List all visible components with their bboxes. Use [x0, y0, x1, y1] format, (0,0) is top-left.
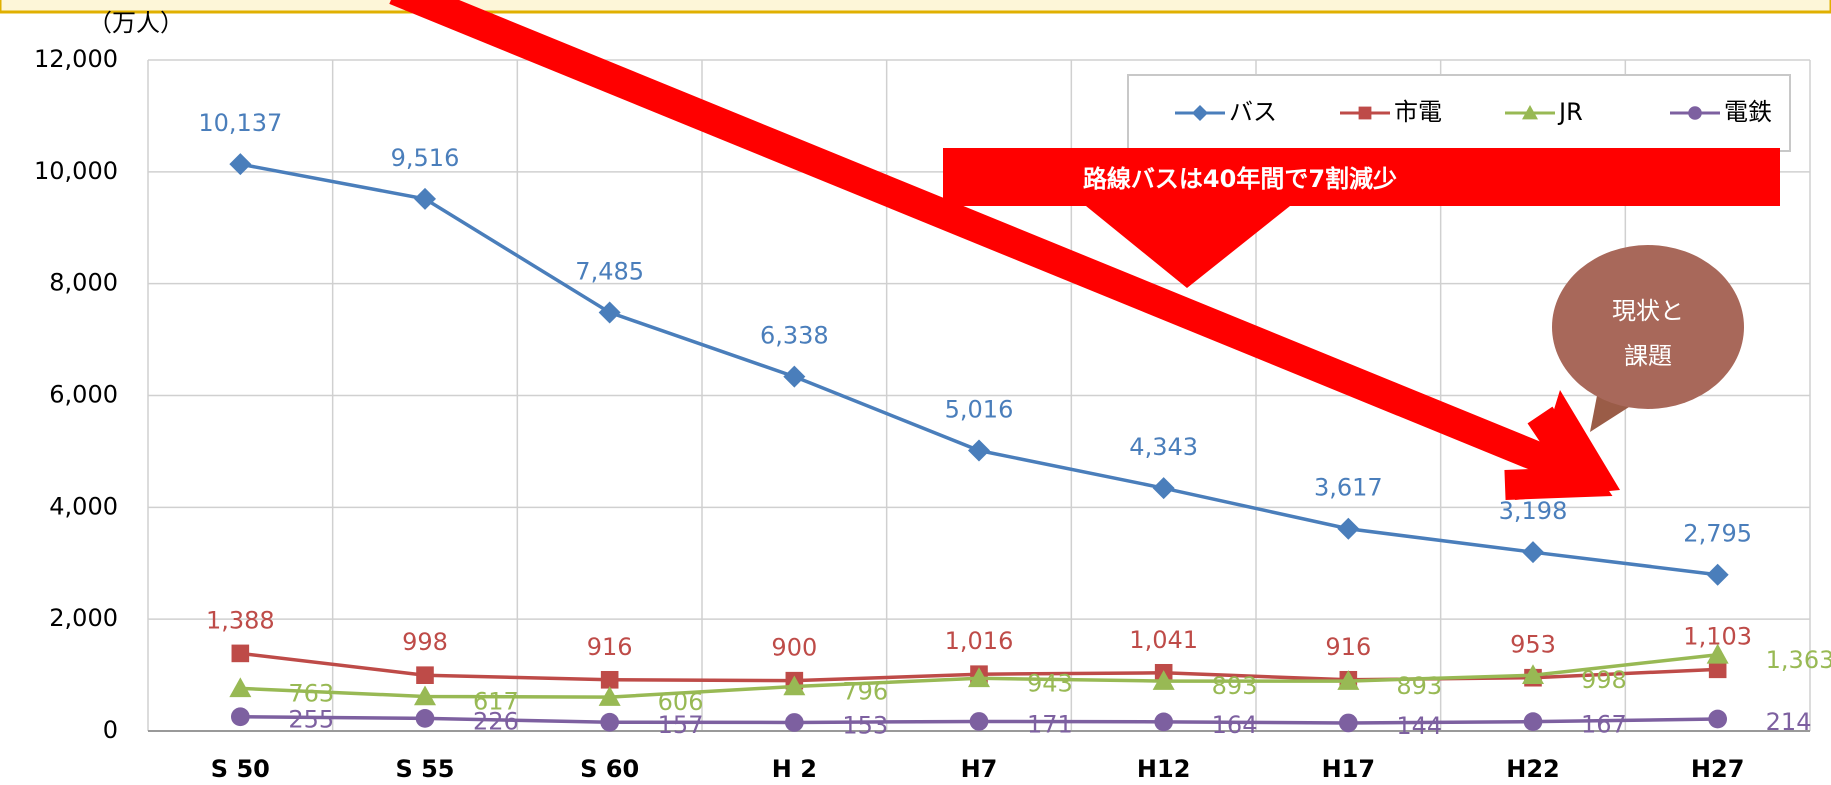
data-point: [1153, 477, 1175, 499]
x-tick-label: H27: [1691, 755, 1744, 783]
data-label: 4,343: [1129, 433, 1198, 461]
data-label: 916: [1325, 633, 1371, 661]
data-point: [232, 645, 250, 663]
data-point: [416, 709, 435, 728]
data-label: 255: [288, 706, 334, 734]
y-tick-label: 2,000: [49, 604, 118, 632]
data-label: 6,338: [760, 322, 829, 350]
data-label: 3,198: [1499, 497, 1568, 525]
data-label: 1,016: [945, 627, 1014, 655]
data-point: [416, 666, 434, 684]
data-label: 763: [288, 679, 334, 707]
x-tick-label: H 2: [772, 755, 817, 783]
data-point: [1154, 712, 1173, 731]
y-tick-label: 4,000: [49, 492, 118, 520]
y-tick-label: 12,000: [34, 45, 118, 73]
top-panel: [0, 0, 1831, 12]
data-label: 153: [842, 711, 888, 739]
data-label: 998: [402, 628, 448, 656]
x-tick-label: S 60: [580, 755, 639, 783]
banner-text: 路線バスは40年間で7割減少: [1083, 165, 1397, 193]
data-label: 7,485: [575, 257, 644, 285]
data-label: 157: [658, 711, 704, 739]
data-label: 998: [1581, 666, 1627, 694]
data-point: [231, 707, 250, 726]
bubble: [1552, 245, 1744, 409]
data-point: [1339, 714, 1358, 733]
chart: （万人） 0 2,000 4,000 6,000 8,000 10,000 12,000 S …: [0, 0, 1831, 785]
bubble-text: 課題: [1624, 342, 1672, 370]
y-axis-unit: （万人）: [88, 9, 184, 37]
legend-label: 市電: [1394, 98, 1442, 126]
legend-label: JR: [1557, 98, 1583, 126]
x-tick-label: S 50: [211, 755, 270, 783]
data-label: 10,137: [198, 109, 282, 137]
data-label: 3,617: [1314, 474, 1383, 502]
data-point: [968, 440, 990, 462]
legend-label: 電鉄: [1724, 98, 1772, 126]
data-label: 943: [1027, 669, 1073, 697]
data-label: 9,516: [391, 144, 460, 172]
data-label: 214: [1766, 708, 1812, 736]
x-tick-label: H7: [961, 755, 998, 783]
bubble-text: 現状と: [1612, 297, 1684, 325]
data-label: 1,363: [1766, 646, 1831, 674]
x-tick-label: H12: [1137, 755, 1190, 783]
data-label: 171: [1027, 710, 1073, 738]
y-tick-label: 10,000: [34, 157, 118, 185]
data-point: [1707, 564, 1729, 586]
data-label: 144: [1396, 712, 1442, 740]
data-label: 167: [1581, 711, 1627, 739]
data-label: 5,016: [945, 396, 1014, 424]
legend-label: バス: [1229, 98, 1277, 126]
data-label: 1,041: [1129, 626, 1198, 654]
y-tick-label: 0: [103, 716, 118, 744]
data-label: 893: [1396, 672, 1442, 700]
y-tick-label: 8,000: [49, 269, 118, 297]
data-point: [1337, 518, 1359, 540]
data-point: [1522, 541, 1544, 563]
data-label: 1,388: [206, 606, 275, 634]
data-label: 953: [1510, 631, 1556, 659]
data-point: [1708, 710, 1727, 729]
y-tick-label: 6,000: [49, 381, 118, 409]
legend-marker: [1359, 107, 1372, 120]
data-point: [599, 301, 621, 323]
data-point: [783, 366, 805, 388]
data-point: [970, 712, 989, 731]
data-label: 916: [587, 633, 633, 661]
legend-marker: [1688, 106, 1702, 120]
data-label: 900: [771, 634, 817, 662]
data-label: 164: [1212, 711, 1258, 739]
data-point: [785, 713, 804, 732]
x-tick-label: S 55: [395, 755, 454, 783]
data-label: 226: [473, 707, 519, 735]
data-label: 2,795: [1683, 520, 1752, 548]
data-label: 796: [842, 677, 888, 705]
data-point: [1524, 712, 1543, 731]
data-label: 893: [1212, 672, 1258, 700]
x-tick-label: H22: [1506, 755, 1559, 783]
data-point: [600, 713, 619, 732]
data-point: [601, 671, 619, 689]
data-point: [414, 188, 436, 210]
x-tick-label: H17: [1322, 755, 1375, 783]
